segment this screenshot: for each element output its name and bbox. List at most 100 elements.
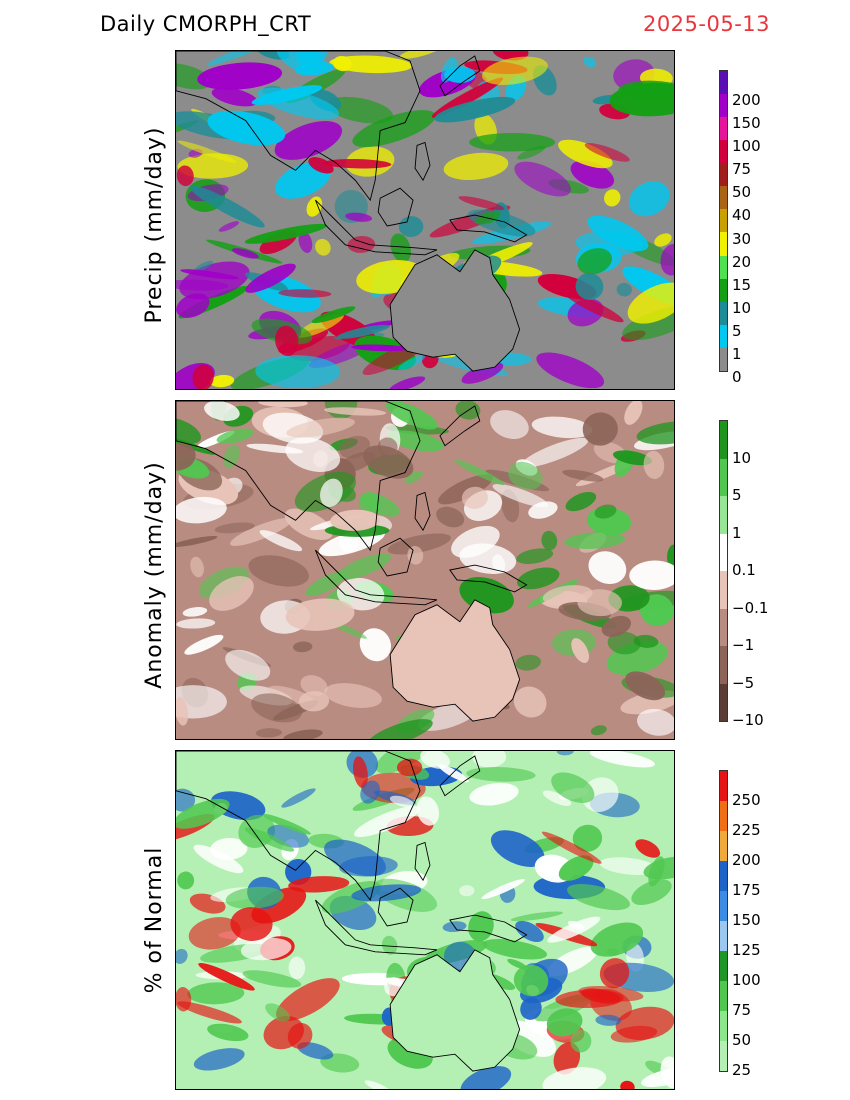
legend-tick-label: 100 (732, 971, 761, 989)
legend-tick-label: 75 (732, 160, 752, 179)
coastline-asia (176, 751, 421, 902)
precip-cell (468, 911, 494, 942)
precip-cell (223, 444, 240, 469)
precip-cell (577, 589, 623, 617)
colorbar-segment (720, 209, 727, 233)
precip-cell (536, 352, 605, 389)
precip-cell (363, 445, 414, 479)
precip-cell (207, 51, 278, 66)
precip-cell (572, 824, 603, 852)
precip-cell (542, 790, 572, 806)
coastline-luzon (414, 491, 431, 532)
precip-cell (513, 964, 549, 997)
precip-cell (553, 1042, 581, 1075)
colorbar-segment (720, 255, 727, 279)
precip-cell (387, 533, 451, 555)
precip-cell (635, 839, 661, 858)
precip-cell (255, 728, 282, 738)
product-title: Daily CMORPH_CRT (100, 12, 312, 36)
legend-tick-label: 5 (732, 486, 742, 504)
precip-cell (416, 796, 440, 826)
legend-tick-label: 25 (732, 1061, 752, 1079)
precip-cell (629, 560, 674, 590)
legend-tick-label: 15 (732, 275, 752, 294)
precip-cell (216, 428, 254, 444)
precip-cell (547, 916, 601, 943)
colorbar-segment (720, 347, 727, 371)
legend-tick-label: 100 (732, 137, 761, 156)
precip-cell (176, 442, 196, 471)
precip-cell (492, 484, 549, 508)
precip-cell (492, 51, 529, 61)
precip-cell (323, 158, 392, 169)
coastline-luzon (414, 841, 431, 882)
precip-cell (590, 725, 607, 736)
precip-cell (285, 598, 355, 631)
precip-cell (515, 654, 541, 671)
precip-cell (490, 830, 545, 867)
coastline-borneo (377, 887, 414, 927)
precip-cell (460, 1066, 512, 1089)
precip-cell (336, 577, 385, 611)
colorbar-segment (720, 301, 727, 325)
precip-cell (351, 344, 410, 352)
precip-cell (389, 376, 426, 389)
legend-tick-label: 30 (732, 229, 752, 248)
precip-cell (274, 121, 343, 160)
precip-cell (567, 883, 630, 911)
colorbar-segment (720, 646, 727, 684)
precip-cell (620, 1080, 635, 1089)
precip-cell (352, 110, 436, 148)
colorbar-segment (720, 1011, 727, 1041)
anomaly-map (175, 400, 675, 740)
precip-cell (454, 459, 505, 486)
precip-cell (182, 607, 208, 617)
coastline-guinea (449, 914, 528, 943)
precip-cell (187, 982, 245, 1005)
colorbar-segment (720, 891, 727, 921)
precip-cell (631, 879, 672, 906)
precip-cell (562, 469, 604, 482)
date-label: 2025-05-13 (642, 12, 770, 36)
anomaly-colorbar (719, 420, 728, 722)
legend-tick-label: 0.1 (732, 561, 756, 579)
precip-cell (516, 548, 554, 564)
precip-cell (563, 291, 624, 323)
precip-cell (599, 958, 630, 989)
colorbar-segment (720, 278, 727, 302)
precip-cell (636, 421, 674, 445)
precip-map (175, 50, 675, 390)
precip-cell (469, 782, 519, 806)
precip-cell (407, 545, 424, 565)
precip-cell (398, 216, 424, 238)
precip-cell (288, 876, 350, 893)
precip-cell (577, 248, 612, 275)
precip-cell (513, 686, 547, 718)
precip-cell (286, 417, 355, 438)
precip-cell (198, 962, 255, 991)
precip-cell (584, 143, 630, 162)
coastline-japan (439, 405, 481, 447)
legend-tick-label: 200 (732, 91, 761, 110)
precip-axis-label: Precip (mm/day) (142, 126, 167, 324)
precip-cell (564, 532, 626, 550)
coastline-asia (176, 51, 421, 202)
precip-cell (353, 756, 368, 789)
precip-cell (176, 696, 189, 726)
precip-cell (176, 496, 227, 524)
precip-cell (443, 152, 509, 181)
precip-cell (641, 1067, 674, 1088)
legend-tick-label: 1 (732, 344, 742, 363)
legend-tick-label: 5 (732, 321, 742, 340)
precip-cell (330, 509, 380, 531)
precip-cell (275, 325, 299, 357)
precip-cell (345, 212, 373, 222)
precip-cell (482, 938, 548, 960)
precip-cell (625, 671, 666, 701)
precip-cell (204, 401, 240, 421)
precip-cell (490, 410, 529, 440)
coastline-guinea (449, 564, 528, 593)
precip-cell (298, 231, 313, 253)
precip-cell (389, 795, 415, 808)
precip-cell (351, 884, 422, 902)
